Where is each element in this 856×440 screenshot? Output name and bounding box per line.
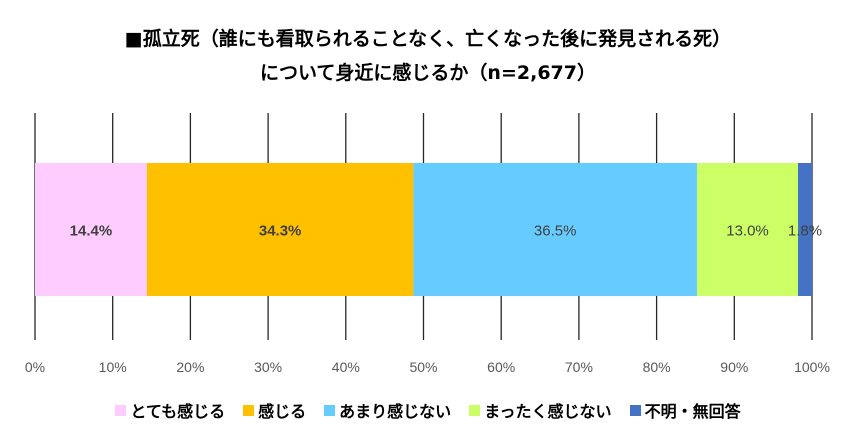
legend-swatch — [324, 404, 336, 416]
x-tick-label: 0% — [25, 359, 45, 375]
x-tick-label: 90% — [720, 359, 748, 375]
bar-segment — [35, 163, 147, 296]
bar-segment — [146, 163, 414, 296]
data-label: 14.4% — [70, 223, 113, 240]
x-tick-label: 100% — [794, 359, 830, 375]
legend-item: 感じる — [243, 398, 306, 422]
legend-swatch — [629, 404, 641, 416]
legend-item: 不明・無回答 — [629, 398, 741, 422]
x-tick-label: 50% — [409, 359, 437, 375]
x-tick-label: 10% — [99, 359, 127, 375]
x-tick-label: 40% — [332, 359, 360, 375]
legend-item: あまり感じない — [324, 398, 451, 422]
data-label: 13.0% — [726, 223, 769, 240]
legend-item: まったく感じない — [469, 398, 612, 422]
x-tick-label: 70% — [565, 359, 593, 375]
stacked-bar-chart: 0% 10% 20% 30% 40% 50% 60% 70% 80% 90% 100% 14.4% 34… — [25, 113, 830, 375]
chart-title-line2: について身近に感じるか（n=2,677） — [260, 62, 596, 84]
chart-title-line1: ■孤立死（誰にも看取られることなく、亡くなった後に発見される死） — [124, 28, 732, 50]
legend-swatch — [115, 404, 127, 416]
legend-swatch — [469, 404, 481, 416]
legend-label: 感じる — [258, 402, 307, 421]
legend-item: とても感じる — [115, 398, 225, 422]
x-tick-label: 60% — [487, 359, 515, 375]
bar-segment — [413, 163, 698, 296]
data-label: 36.5% — [534, 223, 577, 240]
legend-swatch — [243, 404, 255, 416]
legend-label: 不明・無回答 — [644, 402, 741, 421]
bar-segment — [697, 163, 799, 296]
legend-label: とても感じる — [130, 402, 226, 421]
legend: とても感じる 感じる あまり感じない まったく感じない 不明・無回答 — [0, 398, 856, 422]
bar-segment — [798, 163, 812, 296]
x-tick-label: 80% — [643, 359, 671, 375]
legend-label: あまり感じない — [339, 402, 452, 421]
x-tick-label: 20% — [176, 359, 204, 375]
data-label: 1.8% — [788, 223, 822, 240]
data-label: 34.3% — [259, 223, 302, 240]
legend-label: まったく感じない — [484, 402, 612, 421]
x-tick-label: 30% — [254, 359, 282, 375]
